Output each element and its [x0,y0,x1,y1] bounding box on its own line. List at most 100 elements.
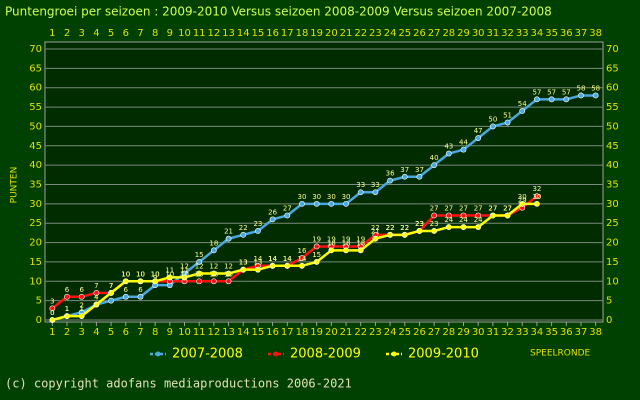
point [49,317,56,323]
x-tick-label: 34 [531,327,544,338]
x-tick-label: 16 [266,327,279,338]
value-label: 26 [268,208,277,216]
point [578,92,584,99]
value-label: 1 [65,305,69,313]
y-tick-label-right: 40 [606,160,619,171]
x-tick-label: 14 [237,327,250,338]
y-tick-label: 5 [36,296,42,307]
value-label: 19 [356,235,365,243]
value-label: 21 [371,228,380,236]
x-tick-label: 5 [108,327,114,338]
value-label: 30 [532,193,541,201]
x-tick-label: 38 [589,327,602,338]
x-tick-label-top: 12 [208,28,221,39]
legend-label: 2008-2009 [290,347,361,362]
point [387,177,393,184]
x-tick-label: 33 [516,327,529,338]
x-tick-label-top: 3 [79,28,85,39]
value-label: 37 [415,166,424,174]
point [299,200,305,207]
point [592,92,599,99]
point [210,247,217,254]
point [563,96,570,103]
value-label: 4 [94,294,99,302]
x-tick-label: 36 [560,327,573,338]
x-tick-label: 27 [428,327,441,338]
point [431,162,438,169]
y-tick-label: 35 [29,180,42,191]
point [225,235,232,242]
x-tick-label: 12 [208,327,221,338]
x-tick-label: 37 [575,327,588,338]
x-tick-label: 28 [442,327,455,338]
point [460,224,467,230]
point [313,200,320,207]
value-label: 36 [386,170,395,178]
x-tick-label-top: 8 [152,28,158,39]
value-label: 30 [327,193,336,201]
value-label: 27 [283,204,292,212]
value-label: 12 [180,263,189,271]
value-label: 10 [180,270,189,278]
legend-marker [155,351,161,357]
value-label: 27 [459,204,468,212]
point [210,278,217,285]
point [401,231,408,238]
y-tick-label-right: 70 [606,44,619,55]
x-tick-label-top: 26 [413,28,426,39]
point [460,212,467,219]
x-tick-label-top: 19 [310,28,323,39]
y-tick-label-right: 15 [606,257,619,268]
value-label: 6 [138,286,143,294]
value-label: 18 [209,239,218,247]
value-label: 32 [532,185,541,193]
value-label: 58 [577,84,586,92]
plot-area [44,41,604,323]
x-tick-label-top: 11 [193,28,206,39]
value-label: 21 [224,228,233,236]
x-tick-label-top: 30 [472,28,485,39]
value-label: 14 [253,255,262,263]
x-tick-label: 17 [281,327,294,338]
x-tick-label: 15 [252,327,265,338]
value-label: 9 [153,274,157,282]
value-label: 30 [298,193,307,201]
point [401,173,408,180]
y-tick-label: 50 [29,121,42,132]
point [445,212,452,219]
y-tick-label-right: 10 [606,276,619,287]
value-label: 1 [65,305,69,313]
value-label: 27 [503,204,512,212]
point [64,293,70,300]
y-tick-label: 65 [29,63,42,74]
point [78,293,85,300]
legend-marker [273,351,279,357]
x-tick-label-top: 1 [49,28,55,39]
x-tick-label-top: 31 [487,28,500,39]
point [534,200,540,207]
point [269,216,276,223]
x-tick-label-top: 22 [354,28,367,39]
x-tick-label: 29 [457,327,470,338]
x-tick-label: 11 [193,327,206,338]
value-label: 57 [547,88,556,96]
x-tick-label: 32 [501,327,514,338]
y-tick-label: 20 [29,238,42,249]
value-label: 27 [488,204,497,212]
value-label: 22 [371,224,380,232]
value-label: 12 [209,263,218,271]
value-label: 14 [268,255,277,263]
point [137,278,144,285]
value-label: 24 [444,216,453,224]
value-label: 4 [94,294,99,302]
value-label: 23 [415,220,424,228]
point [225,278,232,285]
x-tick-label-top: 6 [123,28,129,39]
point [196,270,203,277]
x-tick-label: 31 [487,327,500,338]
value-label: 13 [253,259,262,267]
value-label: 33 [356,181,365,189]
value-label: 22 [386,224,395,232]
point [108,297,114,304]
